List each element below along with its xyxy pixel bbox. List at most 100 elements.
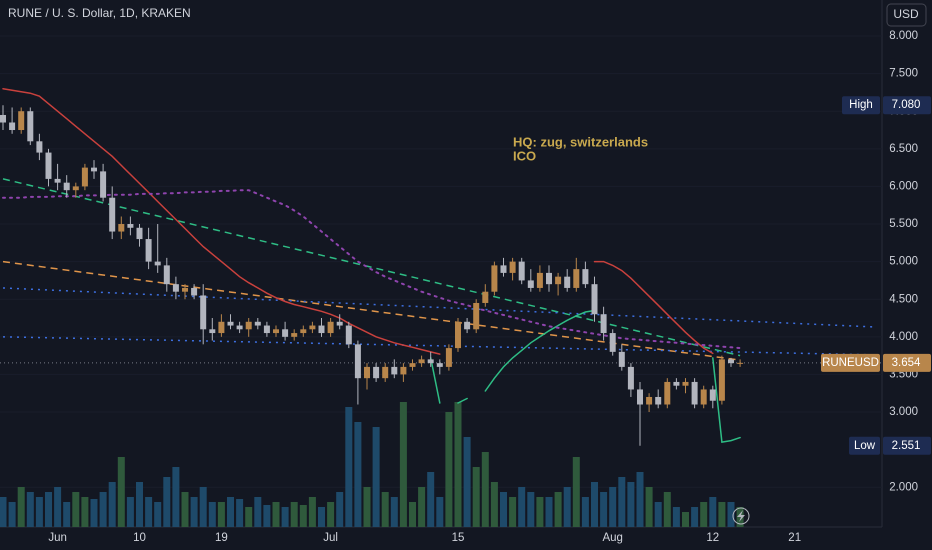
- candle-body: [527, 280, 534, 288]
- volume-bar: [654, 502, 662, 527]
- volume-bar: [108, 482, 116, 527]
- candle-body: [491, 265, 498, 292]
- trendline: [2, 178, 741, 357]
- currency-label[interactable]: USD: [893, 7, 919, 21]
- indicators: [0, 87, 882, 443]
- volume-bar: [35, 497, 43, 527]
- volume-bar: [354, 422, 362, 527]
- candle-body: [737, 362, 744, 364]
- volume-bar: [154, 502, 162, 527]
- volume-bar: [490, 482, 498, 527]
- marker-value: 2.551: [892, 440, 921, 452]
- volume-bar: [600, 492, 608, 527]
- candle-body: [54, 178, 61, 183]
- candle-body: [127, 224, 134, 228]
- volume-bar: [245, 507, 253, 527]
- volume-bar: [227, 497, 234, 527]
- candle-body: [254, 321, 261, 326]
- candle-body: [555, 276, 562, 285]
- x-tick-label: 19: [215, 532, 228, 544]
- volume-bar: [281, 507, 289, 527]
- volume-bar: [8, 502, 16, 527]
- volume-bar: [554, 492, 562, 527]
- marker-name-box: [842, 96, 880, 115]
- volume-bar: [609, 487, 617, 527]
- volume-bar: [208, 502, 216, 527]
- candle-body: [691, 381, 698, 405]
- volume-bar: [117, 457, 125, 527]
- candle-body: [163, 265, 170, 285]
- candle-body: [700, 389, 707, 405]
- y-tick-label: 6.500: [889, 143, 918, 155]
- lightning-icon[interactable]: [732, 507, 750, 525]
- candle-body: [191, 287, 198, 296]
- marker-value-box: [883, 436, 931, 455]
- volume-bar: [445, 412, 453, 527]
- volume-bar: [327, 502, 335, 527]
- marker-name-box: [849, 436, 880, 455]
- candle-body: [618, 351, 625, 367]
- candle-body: [546, 272, 552, 285]
- chart-title: RUNE / U. S. Dollar, 1D, KRAKEN: [8, 6, 191, 20]
- candle-body: [245, 321, 252, 330]
- candle-body: [391, 366, 398, 375]
- volume-bar: [63, 502, 71, 527]
- volume-bar: [572, 457, 580, 527]
- candle-body: [500, 265, 507, 273]
- volume-bar: [636, 472, 644, 527]
- candle-body: [91, 167, 97, 172]
- volume-bar: [718, 502, 726, 527]
- currency-button[interactable]: [886, 3, 927, 27]
- volume-bar: [399, 402, 407, 527]
- candle-body: [273, 329, 279, 334]
- volume-bar: [390, 497, 398, 527]
- volume-bar: [0, 497, 7, 527]
- candle-body: [236, 325, 243, 330]
- volume-bar: [99, 492, 107, 527]
- candle-body: [609, 333, 616, 352]
- volume-bar: [682, 512, 689, 527]
- volume-bar: [145, 497, 153, 527]
- candle-body: [327, 321, 334, 334]
- candle-body: [673, 381, 680, 386]
- y-tick-label: 6.000: [889, 180, 918, 192]
- volume-bar: [545, 497, 553, 527]
- candle-body: [427, 359, 434, 364]
- candle-body: [354, 344, 361, 379]
- volume-bar: [481, 452, 489, 527]
- y-tick-label: 3.000: [889, 406, 918, 418]
- candle-body: [600, 314, 607, 334]
- candle-body: [591, 284, 598, 315]
- volume-bar: [581, 497, 589, 527]
- candle-body: [300, 329, 307, 334]
- volume-bar: [618, 477, 626, 527]
- volume-bar: [81, 497, 89, 527]
- candle-body: [728, 359, 734, 364]
- x-tick-label: 10: [133, 532, 146, 544]
- y-tick-label: 4.500: [889, 293, 918, 305]
- candle-body: [154, 261, 161, 266]
- candle-body: [482, 291, 489, 303]
- volume-bar: [500, 492, 507, 527]
- marker-name: Low: [854, 440, 876, 452]
- marker-value: 3.654: [892, 357, 921, 369]
- x-tick-label: 12: [706, 532, 719, 544]
- candle-body: [436, 363, 443, 367]
- volume-bar: [90, 499, 98, 527]
- candle-body: [36, 141, 43, 153]
- marker-name-box: [821, 353, 880, 372]
- candle-body: [9, 122, 16, 131]
- candle-body: [182, 287, 188, 292]
- candle-body: [564, 276, 571, 288]
- x-tick-label: 15: [452, 532, 465, 544]
- candle-body: [0, 114, 6, 123]
- volume-bar: [436, 497, 444, 527]
- candle-body: [400, 366, 407, 375]
- volume-bar: [591, 482, 598, 527]
- indicator-line: [2, 87, 714, 355]
- marker-value-box: [883, 353, 931, 372]
- candle-body: [27, 111, 34, 142]
- annotation: ICO: [513, 148, 536, 163]
